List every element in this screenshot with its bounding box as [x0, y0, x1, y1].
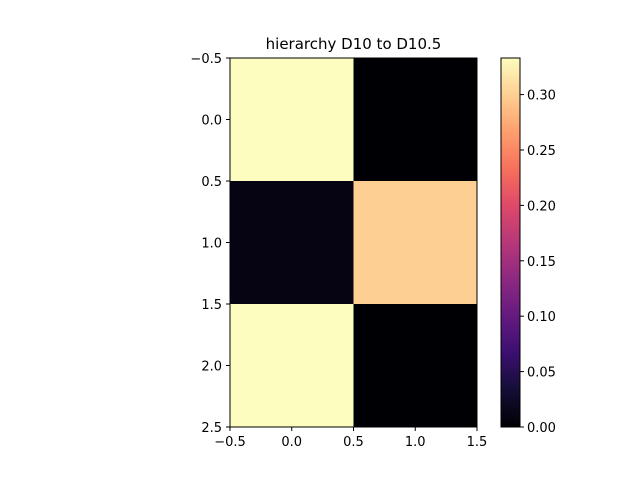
y-tick-label: 2.0	[201, 360, 222, 375]
x-axis: −0.5 0.0 0.5 1.0 1.5	[214, 427, 487, 450]
y-tick-label: 0.5	[201, 175, 222, 190]
colorbar-tick-label: 0.25	[527, 144, 556, 159]
heatmap-cell-r1-c1	[353, 181, 477, 304]
colorbar-tick-label: 0.10	[527, 310, 556, 325]
colorbar-tick-label: 0.20	[527, 199, 556, 214]
heatmap-cell-r2-c1	[353, 304, 477, 427]
heatmap-cell-r0-c1	[353, 58, 477, 181]
y-tick-label: 0.0	[201, 114, 222, 129]
heatmap-cell-r0-c0	[230, 58, 354, 181]
y-axis: −0.5 0.0 0.5 1.0 1.5 2.0 2.5	[190, 52, 230, 436]
colorbar-tick-label: 0.15	[527, 255, 556, 270]
y-tick-label: −0.5	[190, 52, 222, 67]
chart-title: hierarchy D10 to D10.5	[266, 35, 442, 53]
y-tick-label: 1.0	[201, 237, 222, 252]
heatmap-cell-r1-c0	[230, 181, 354, 304]
colorbar	[500, 57, 521, 428]
colorbar-axis: 0.00 0.05 0.10 0.15 0.20 0.25 0.30	[520, 89, 556, 436]
y-tick-label: 2.5	[201, 421, 222, 436]
x-tick-label: 1.0	[405, 435, 426, 450]
x-tick-label: 0.5	[343, 435, 364, 450]
heatmap-cells	[230, 58, 477, 427]
x-tick-label: −0.5	[214, 435, 246, 450]
colorbar-tick-label: 0.05	[527, 366, 556, 381]
heatmap-cell-r2-c0	[230, 304, 354, 427]
colorbar-tick-label: 0.30	[527, 89, 556, 104]
y-tick-label: 1.5	[201, 298, 222, 313]
x-tick-label: 1.5	[467, 435, 488, 450]
x-tick-label: 0.0	[281, 435, 302, 450]
colorbar-tick-label: 0.00	[527, 421, 556, 436]
